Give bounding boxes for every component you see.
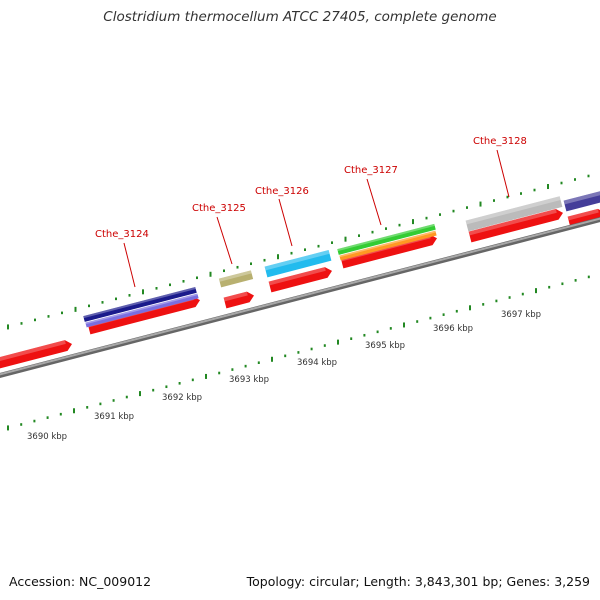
feature-navy	[83, 286, 197, 322]
feature-track	[0, 190, 600, 370]
feature-violet	[85, 293, 199, 328]
kbp-tick-label: 3697 kbp	[501, 310, 541, 320]
gene-label: Cthe_3126	[255, 186, 309, 197]
cds-arrow	[268, 267, 332, 293]
callout-line	[216, 216, 233, 265]
feature-indigo	[563, 190, 600, 212]
kbp-tick-label: 3691 kbp	[94, 412, 134, 422]
gene-label: Cthe_3125	[192, 203, 246, 214]
feature-khaki	[218, 270, 254, 288]
gene-label: Cthe_3124	[95, 229, 149, 240]
callout-line	[496, 149, 510, 198]
feature-gray	[465, 196, 563, 232]
cds-arrow	[567, 208, 600, 228]
gene-label: Cthe_3127	[344, 165, 398, 176]
callout-line	[123, 242, 136, 288]
kbp-tick-label: 3692 kbp	[162, 393, 202, 403]
gene-callouts: Cthe_3124 Cthe_3125 Cthe_3126 Cthe_3127 Cthe…	[95, 136, 527, 288]
feature-orange	[339, 230, 437, 261]
kbp-tick-label: 3694 kbp	[297, 358, 337, 368]
gene-label: Cthe_3128	[473, 136, 527, 147]
genome-summary: Topology: circular; Length: 3,843,301 bp…	[246, 574, 590, 589]
feature-green	[337, 223, 436, 255]
cds-arrow	[223, 291, 255, 309]
feature-cyan	[264, 250, 332, 278]
callout-line	[366, 178, 382, 226]
kbp-tick-label: 3695 kbp	[365, 341, 405, 351]
callout-line	[278, 198, 293, 247]
kbp-tick-label: 3690 kbp	[27, 432, 67, 442]
map-title: Clostridium thermocellum ATCC 27405, com…	[103, 9, 497, 25]
cds-arrow	[468, 209, 564, 243]
cds-arrow	[0, 340, 72, 370]
kbp-tick-label: 3696 kbp	[433, 324, 473, 334]
accession-label: Accession: NC_009012	[9, 574, 152, 589]
kbp-tick-label: 3693 kbp	[229, 375, 269, 385]
backbone-highlight	[0, 217, 600, 376]
kbp-tick-labels: 3690 kbp 3691 kbp 3692 kbp 3693 kbp 3694 kbp…	[27, 310, 541, 442]
inner-tick-ring	[7, 275, 590, 431]
outer-tick-ring	[7, 174, 590, 330]
